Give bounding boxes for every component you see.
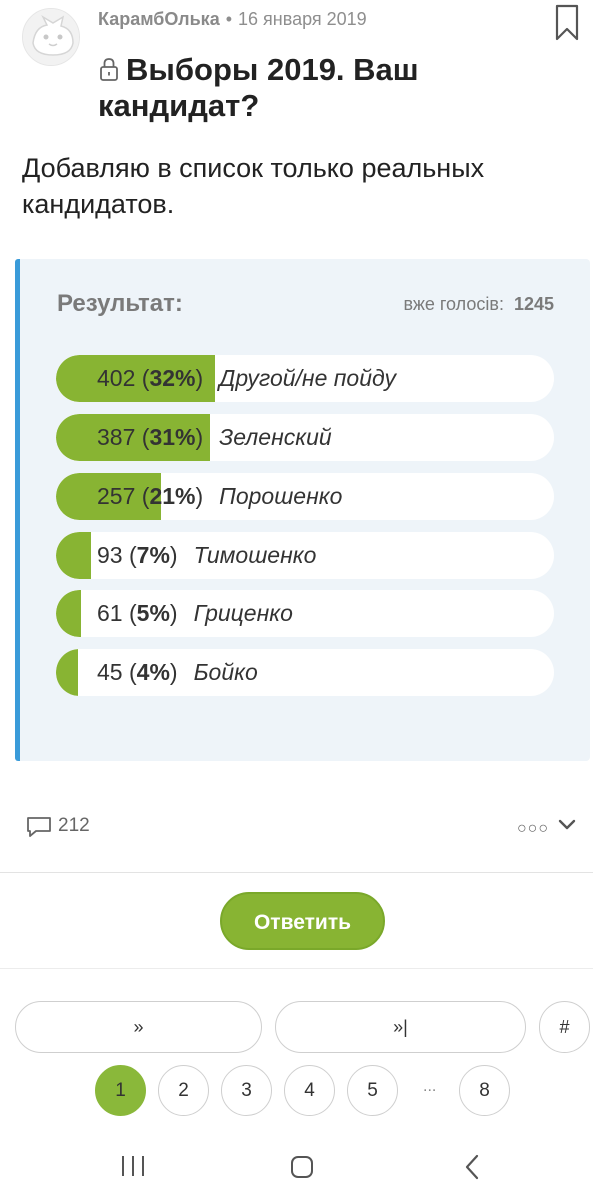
avatar[interactable] [22,8,80,66]
poll-option-fill [56,590,81,637]
poll-option-name: Зеленский [219,424,332,450]
divider [0,968,593,969]
poll-option-text: 402 (32%) Другой/не пойду [97,365,396,391]
poll-total-count: 1245 [513,294,554,314]
page-4-button[interactable]: 4 [284,1065,335,1116]
poll-results: Результат: вже голосів: 1245 402 (32%) Дру… [15,259,590,761]
poll-option: 93 (7%) Тимошенко [56,532,554,579]
poll-option-fill [56,473,161,520]
meta-separator: • [225,9,233,29]
system-navigation-bar [0,1140,593,1200]
poll-option: 387 (31%) Зеленский [56,414,554,461]
poll-option-text: 93 (7%) Тимошенко [97,542,317,568]
poll-option-percent: 7% [136,542,170,568]
page-2-button[interactable]: 2 [158,1065,209,1116]
divider [0,872,593,873]
poll-option: 45 (4%) Бойко [56,649,554,696]
home-icon[interactable] [289,1154,315,1180]
bookmark-icon[interactable] [555,4,579,42]
poll-option-fill [56,532,91,579]
chevron-down-icon[interactable] [557,818,577,832]
author-name[interactable]: КарамбОлька [98,9,220,29]
poll-option: 61 (5%) Гриценко [56,590,554,637]
post-meta: КарамбОлька • 16 января 2019 [98,9,367,30]
poll-option-percent: 5% [136,600,170,626]
poll-option-percent: 4% [136,659,170,685]
poll-option-name: Бойко [193,659,258,685]
post-title: Выборы 2019. Ваш кандидат? [98,52,538,124]
poll-result-label: Результат: [57,290,183,317]
goto-page-button[interactable]: # [539,1001,590,1053]
page-3-button[interactable]: 3 [221,1065,272,1116]
poll-option-count: 387 [97,424,136,450]
page-5-button[interactable]: 5 [347,1065,398,1116]
post-date: 16 января 2019 [238,9,367,29]
poll-option-text: 61 (5%) Гриценко [97,600,293,626]
post-header: КарамбОлька • 16 января 2019 Выборы 2019. … [0,0,593,140]
lock-icon [100,58,118,81]
poll-option-name: Гриценко [193,600,293,626]
recent-apps-icon[interactable] [119,1154,147,1178]
last-page-button[interactable]: »| [275,1001,526,1053]
avatar-cat-icon [23,9,79,65]
poll-option-percent: 32% [149,365,196,391]
poll-option-name: Порошенко [219,483,343,509]
post-title-text: Выборы 2019. Ваш кандидат? [98,52,419,123]
poll-option-text: 387 (31%) Зеленский [97,424,332,450]
poll-option: 257 (21%) Порошенко [56,473,554,520]
poll-option-count: 61 [97,600,123,626]
more-icon[interactable]: ○○○ [517,820,549,837]
poll-option-count: 93 [97,542,123,568]
poll-option-percent: 21% [149,483,196,509]
poll-total: вже голосів: 1245 [403,294,554,315]
pagination-ellipsis: ... [423,1078,437,1095]
poll-option-fill [56,649,78,696]
next-page-button[interactable]: » [15,1001,262,1053]
poll-accent-stripe [15,259,20,761]
poll-option-count: 402 [97,365,136,391]
poll-option-fill [56,414,210,461]
poll-option-text: 45 (4%) Бойко [97,659,258,685]
comment-icon[interactable] [26,816,52,838]
poll-option-count: 257 [97,483,136,509]
poll-option-fill [56,355,215,402]
poll-option-name: Другой/не пойду [219,365,396,391]
page-8-button[interactable]: 8 [459,1065,510,1116]
poll-option-name: Тимошенко [193,542,317,568]
poll-option-text: 257 (21%) Порошенко [97,483,343,509]
post-description: Добавляю в список только реальных кандид… [22,153,485,219]
reply-button[interactable]: Ответить [220,892,385,950]
post-actions: 212 ○○○ [0,800,593,850]
page-1-button[interactable]: 1 [95,1065,146,1116]
poll-option: 402 (32%) Другой/не пойду [56,355,554,402]
comment-count[interactable]: 212 [58,815,90,836]
poll-option-percent: 31% [149,424,196,450]
poll-option-count: 45 [97,659,123,685]
poll-total-label: вже голосів: [403,294,504,314]
back-icon[interactable] [462,1154,482,1180]
